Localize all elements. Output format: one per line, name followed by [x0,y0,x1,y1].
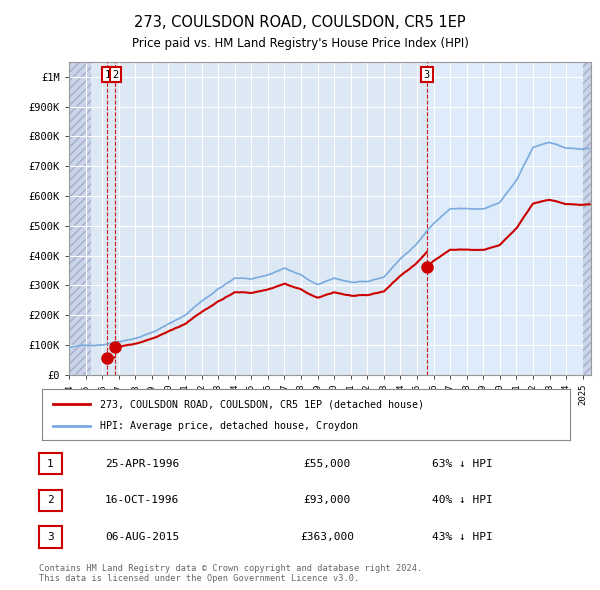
Text: 3: 3 [424,70,430,80]
Text: £363,000: £363,000 [300,532,354,542]
Text: £93,000: £93,000 [304,496,350,505]
Text: 40% ↓ HPI: 40% ↓ HPI [432,496,493,505]
Text: 273, COULSDON ROAD, COULSDON, CR5 1EP: 273, COULSDON ROAD, COULSDON, CR5 1EP [134,15,466,30]
Text: 16-OCT-1996: 16-OCT-1996 [105,496,179,505]
Text: £55,000: £55,000 [304,459,350,468]
Text: HPI: Average price, detached house, Croydon: HPI: Average price, detached house, Croy… [100,421,358,431]
Text: 273, COULSDON ROAD, COULSDON, CR5 1EP (detached house): 273, COULSDON ROAD, COULSDON, CR5 1EP (d… [100,399,424,409]
Text: 1: 1 [47,459,54,468]
Text: 43% ↓ HPI: 43% ↓ HPI [432,532,493,542]
Bar [583,62,591,375]
Text: 2: 2 [112,70,118,80]
Bar [427,62,591,375]
Text: 06-AUG-2015: 06-AUG-2015 [105,532,179,542]
Text: 1: 1 [104,70,110,80]
Text: Price paid vs. HM Land Registry's House Price Index (HPI): Price paid vs. HM Land Registry's House … [131,37,469,50]
Text: 2: 2 [47,496,54,505]
Text: 63% ↓ HPI: 63% ↓ HPI [432,459,493,468]
Text: Contains HM Land Registry data © Crown copyright and database right 2024.
This d: Contains HM Land Registry data © Crown c… [39,564,422,584]
Text: 25-APR-1996: 25-APR-1996 [105,459,179,468]
Text: 3: 3 [47,532,54,542]
Bar [69,62,91,375]
